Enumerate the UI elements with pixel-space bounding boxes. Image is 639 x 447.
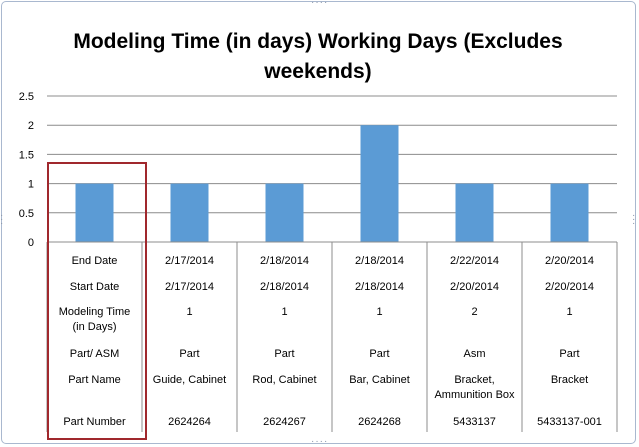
- row-label: Part/ ASM: [70, 348, 120, 360]
- table-cell: 2624264: [168, 416, 211, 428]
- chart-title: Modeling Time (in days) Working Days (Ex…: [73, 30, 562, 83]
- y-tick-label: 0.5: [19, 208, 34, 220]
- row-label: Part Number: [63, 416, 126, 428]
- y-tick-label: 1.5: [19, 149, 34, 161]
- table-cell: Asm: [464, 348, 486, 360]
- table-cell: Part: [369, 348, 389, 360]
- table-cell: 2624268: [358, 416, 401, 428]
- row-label: (in Days): [72, 321, 116, 333]
- table-cell: 2: [471, 306, 477, 318]
- table-cell: Ammunition Box: [434, 389, 515, 401]
- table-cell: 2/18/2014: [260, 255, 309, 267]
- table-cell: Bar, Cabinet: [349, 374, 410, 386]
- table-cell: Part: [559, 348, 579, 360]
- table-cell: 2/22/2014: [450, 255, 499, 267]
- table-cell: 2/20/2014: [545, 255, 594, 267]
- table-cell: Part: [274, 348, 294, 360]
- table-cell: 2/18/2014: [355, 255, 404, 267]
- table-cell: 5433137-001: [537, 416, 602, 428]
- resize-handle-bottom[interactable]: ····: [311, 436, 329, 447]
- table-cell: 5433137: [453, 416, 496, 428]
- table-cell: Bracket: [551, 374, 588, 386]
- resize-handle-top[interactable]: ····: [311, 0, 329, 8]
- table-cell: 2/18/2014: [355, 281, 404, 293]
- table-cell: Part: [179, 348, 199, 360]
- y-axis-ticks: 0 0.5 1 1.5 2 2.5: [19, 91, 34, 249]
- bar-0: [75, 183, 114, 242]
- table-cell: 1: [566, 306, 572, 318]
- table-cell: 2/20/2014: [450, 281, 499, 293]
- bar-1: [170, 183, 209, 242]
- resize-handle-right[interactable]: · · ·: [632, 210, 637, 229]
- table-cell: 2/18/2014: [260, 281, 309, 293]
- row-label: End Date: [72, 255, 118, 267]
- table-cell: Guide, Cabinet: [153, 374, 226, 386]
- row-label: Part Name: [68, 374, 121, 386]
- bar-3: [360, 125, 399, 242]
- y-tick-label: 2.5: [19, 91, 34, 103]
- table-cell: 1: [186, 306, 192, 318]
- table-cell: 2/17/2014: [165, 281, 214, 293]
- y-tick-label: 1: [28, 179, 34, 191]
- table-cell: 1: [281, 306, 287, 318]
- y-tick-label: 2: [28, 120, 34, 132]
- bars: [75, 125, 589, 242]
- table-cell: 2/17/2014: [165, 255, 214, 267]
- table-cell: 1: [376, 306, 382, 318]
- row-label: Start Date: [70, 281, 120, 293]
- row-label: Modeling Time: [59, 306, 131, 318]
- table-cell: 2624267: [263, 416, 306, 428]
- bar-5: [550, 183, 589, 242]
- gridlines: [47, 95, 617, 243]
- first-column-highlight: [47, 162, 147, 440]
- table-cell: Bracket,: [454, 374, 494, 386]
- bar-4: [455, 183, 494, 242]
- chart-title-line-0: Modeling Time (in days) Working Days (Ex…: [73, 30, 562, 53]
- table-cell: 2/20/2014: [545, 281, 594, 293]
- y-tick-label: 0: [28, 237, 34, 249]
- bar-2: [265, 183, 304, 242]
- table-cell: Rod, Cabinet: [252, 374, 316, 386]
- data-table: End Date Start Date Modeling Time (in Days)…: [46, 241, 618, 432]
- resize-handle-left[interactable]: · · ·: [0, 210, 5, 229]
- chart-title-line-1: weekends): [263, 60, 371, 83]
